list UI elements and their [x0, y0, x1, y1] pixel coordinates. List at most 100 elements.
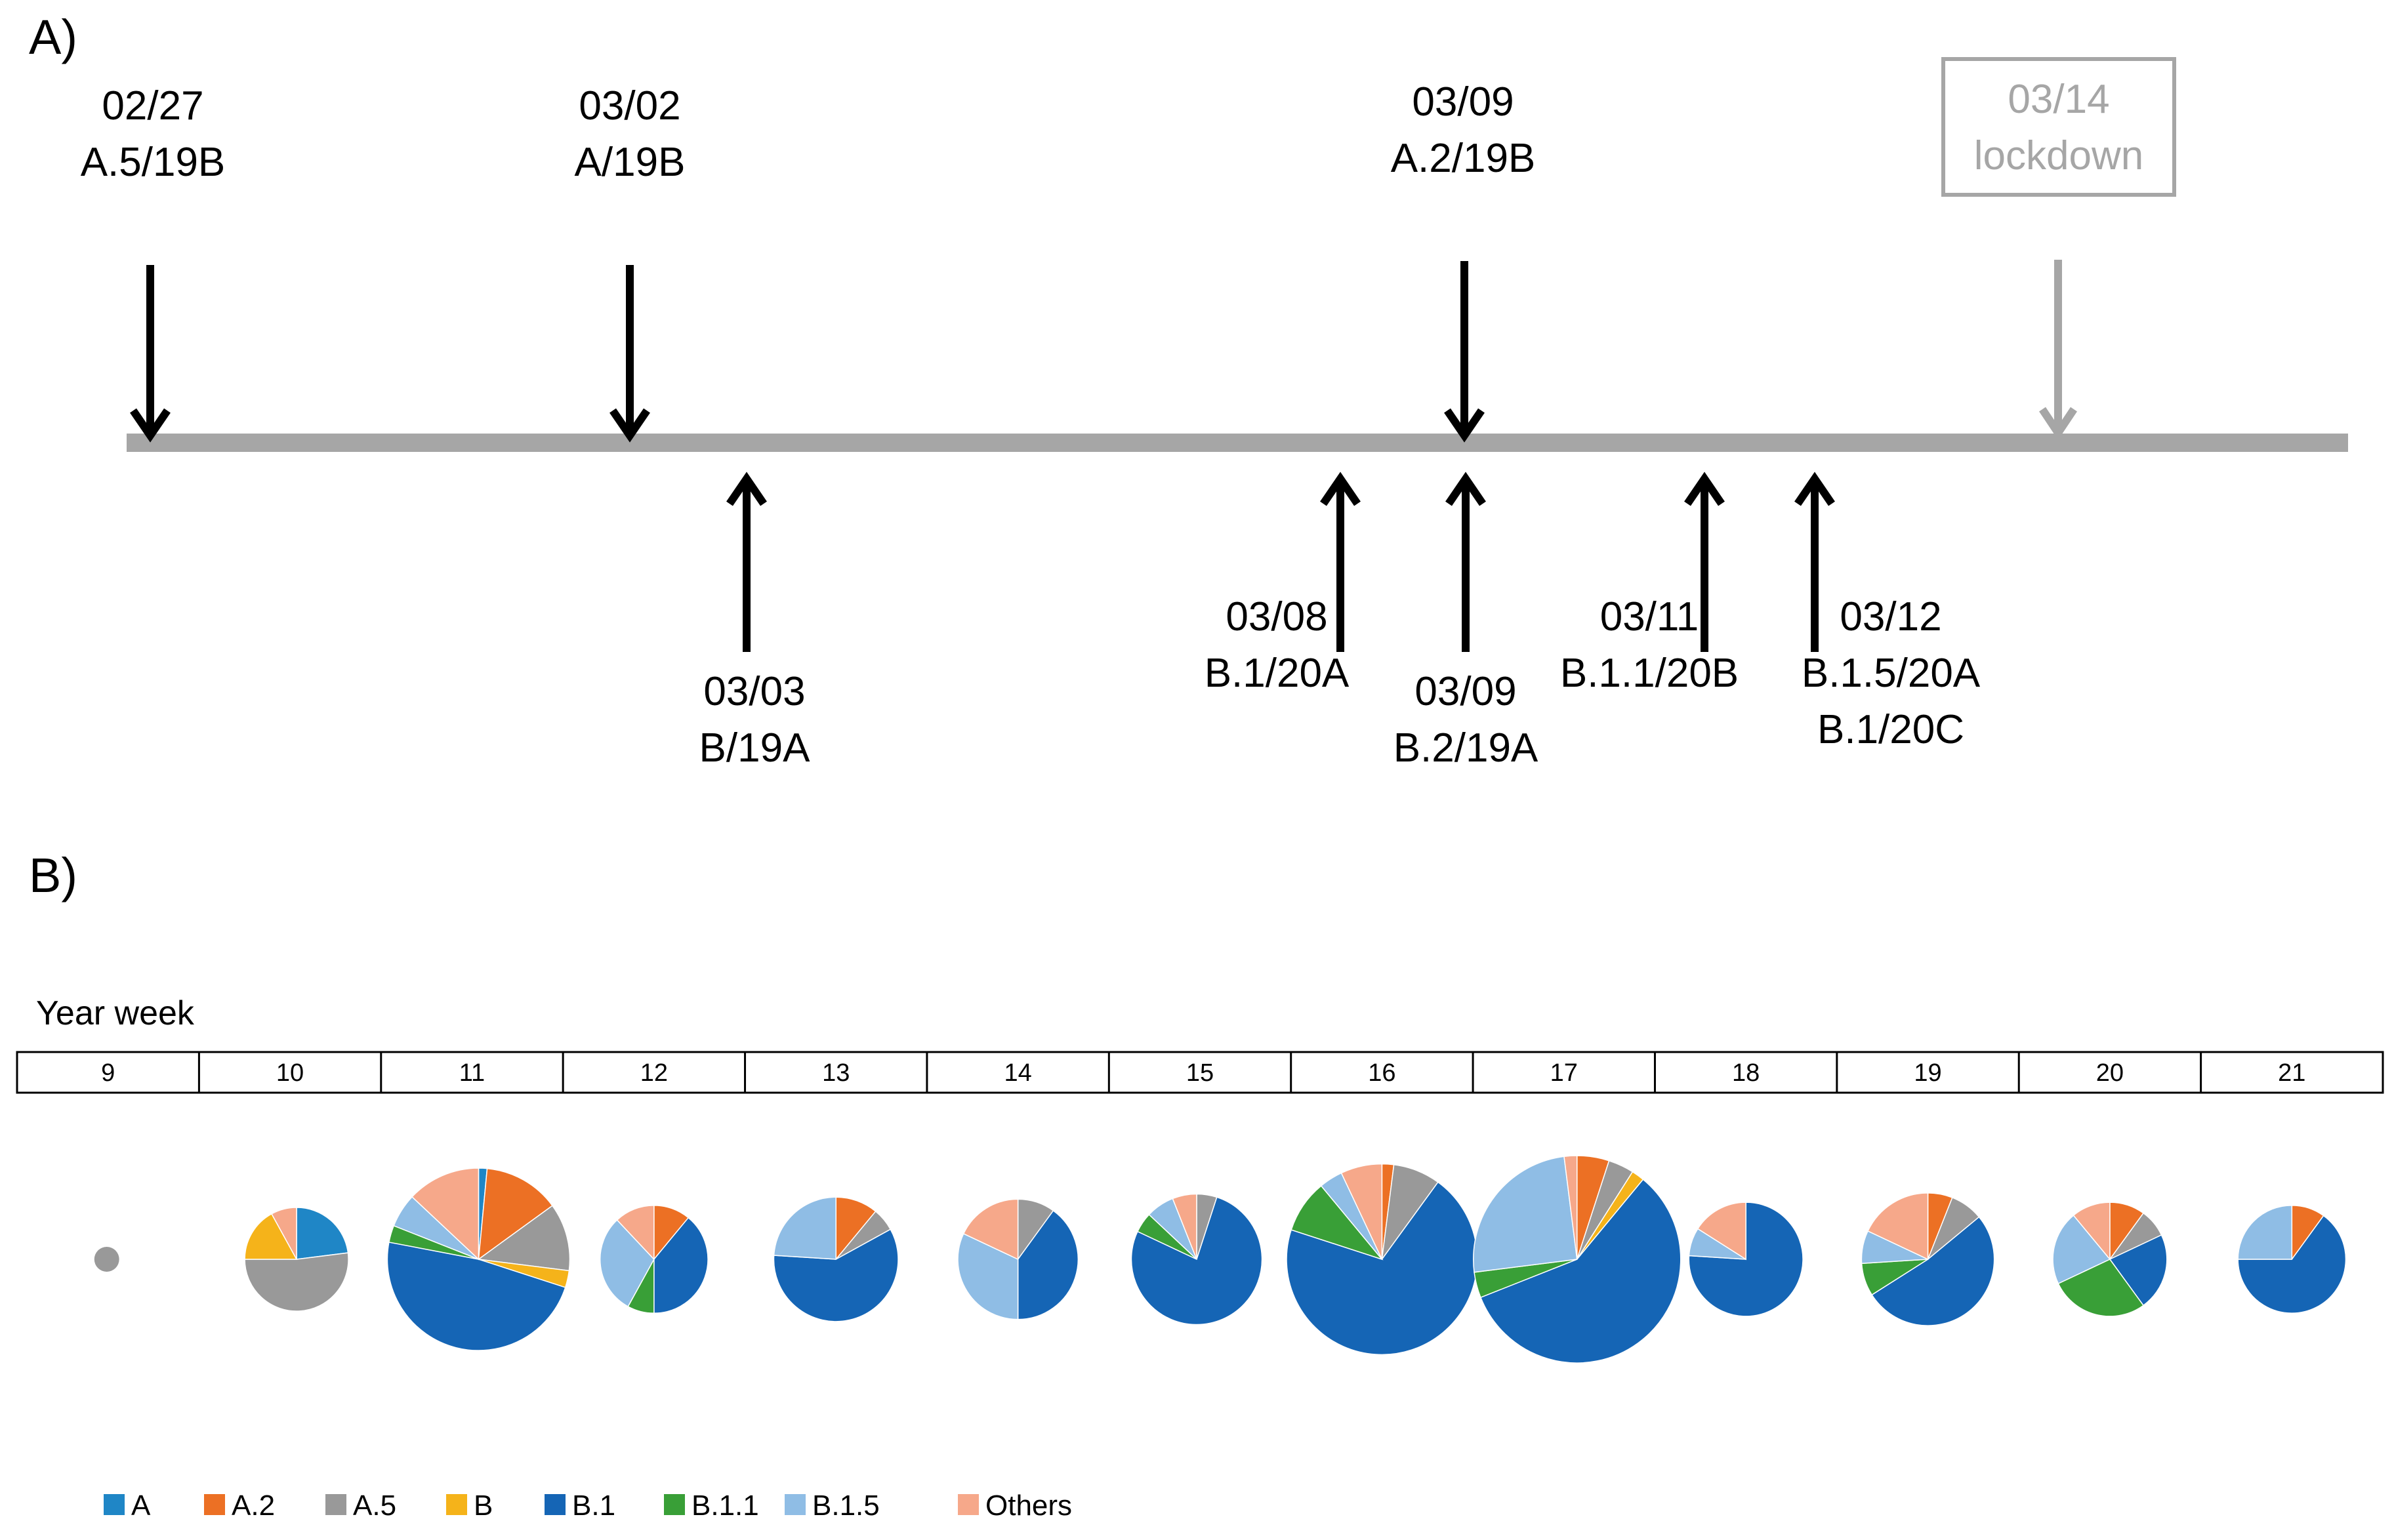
panel-a-label: A) [29, 10, 77, 64]
legend-label: A.2 [232, 1489, 275, 1522]
event-lineage-2: B.1/20C [1817, 707, 1964, 752]
week-label-13: 13 [822, 1059, 850, 1087]
pie-slice-Others [270, 1207, 297, 1260]
legend-label: A [131, 1489, 151, 1522]
pie-slice-B.1 [1479, 1179, 1682, 1364]
event-0308: 03/08 B.1/20A [1205, 472, 1361, 696]
pie-slice-A.5 [94, 1247, 119, 1272]
pie-slice-B.1.1 [1290, 1185, 1384, 1261]
pie-week-12 [599, 1205, 709, 1314]
event-0227: 02/27 A.5/19B [81, 83, 226, 443]
pie-slice-A.2 [835, 1196, 877, 1261]
up-arrow-icon [1320, 472, 1361, 652]
pie-slice-Others [1697, 1202, 1746, 1261]
event-0311: 03/11 B.1.1/20B [1560, 472, 1739, 696]
week-label-9: 9 [101, 1059, 115, 1087]
pie-slice-B.1.1 [2057, 1259, 2145, 1317]
year-week-title: Year week [36, 994, 195, 1032]
event-0309-a2: 03/09 A.2/19B [1391, 79, 1536, 443]
event-0303: 03/03 B/19A [699, 472, 811, 771]
legend: A A.2 A.5 B B.1 B.1.1 B.1.5 Others [104, 1489, 1072, 1522]
event-lineage: B.1.5/20A [1802, 651, 1981, 696]
week-label-17: 17 [1550, 1059, 1578, 1087]
pie-slice-Others [1563, 1155, 1578, 1260]
pie-week-19 [1861, 1192, 1995, 1326]
week-label-21: 21 [2278, 1059, 2305, 1087]
pie-slice-B.1 [1017, 1209, 1079, 1320]
event-date: 03/09 [1414, 669, 1516, 714]
legend-label: Others [985, 1489, 1072, 1522]
legend-item-A.2: A.2 [204, 1489, 275, 1522]
week-label-18: 18 [1732, 1059, 1760, 1087]
pie-slice-B.1.5 [957, 1232, 1019, 1320]
panel-b-label: B) [29, 848, 77, 902]
down-arrow-icon [609, 265, 650, 443]
legend-label: B.1 [572, 1489, 615, 1522]
pie-slice-B.1.5 [2052, 1214, 2111, 1284]
legend-label: B.1.5 [812, 1489, 880, 1522]
pie-slice-B.1.5 [1473, 1156, 1578, 1273]
pie-slice-B.1.5 [773, 1196, 836, 1260]
pie-slice-A.5 [477, 1205, 571, 1272]
down-arrow-icon [130, 265, 171, 443]
pie-week-15 [1130, 1193, 1263, 1326]
up-arrow-icon [1794, 472, 1835, 652]
event-0309-b2: 03/09 B.2/19A [1393, 472, 1538, 771]
event-date: 03/08 [1226, 594, 1327, 639]
event-lineage: A.2/19B [1391, 136, 1536, 181]
week-label-14: 14 [1004, 1059, 1031, 1087]
pie-slice-B.1.5 [599, 1219, 655, 1308]
pie-slice-B.1 [1130, 1196, 1263, 1326]
pie-slice-Others [616, 1205, 655, 1261]
legend-item-B.1.1: B.1.1 [664, 1489, 759, 1522]
week-label-15: 15 [1186, 1059, 1214, 1087]
week-label-10: 10 [276, 1059, 304, 1087]
pie-slice-Others [1340, 1163, 1383, 1260]
pie-charts [94, 1155, 2347, 1364]
pie-week-16 [1286, 1163, 1478, 1356]
timeline-bar [127, 434, 2348, 452]
pie-slice-A [296, 1207, 349, 1260]
pie-slice-Others [2073, 1202, 2111, 1261]
legend-swatch [104, 1494, 125, 1515]
pie-slice-B [244, 1213, 298, 1260]
week-label-19: 19 [1914, 1059, 1941, 1087]
pie-week-20 [2052, 1202, 2168, 1317]
lockdown-box [1941, 57, 2176, 197]
lockdown-event: 03/14 lockdown [1941, 57, 2176, 440]
event-date: 02/27 [102, 83, 203, 129]
legend-item-B.1.5: B.1.5 [785, 1489, 880, 1522]
pie-week-17 [1473, 1155, 1682, 1364]
legend-item-B.1: B.1 [545, 1489, 615, 1522]
legend-swatch [664, 1494, 685, 1515]
event-0312: 03/12 B.1.5/20A B.1/20C [1794, 472, 1981, 752]
pie-slice-Others [1867, 1192, 1929, 1261]
up-arrow-icon [1445, 472, 1486, 652]
week-axis-row: 9 10 11 12 13 14 15 16 17 18 19 20 21 [16, 1051, 2384, 1094]
lockdown-label: lockdown [1974, 133, 2143, 178]
up-arrow-icon [1684, 472, 1725, 652]
event-date: 03/12 [1840, 594, 1941, 639]
lockdown-date: 03/14 [2008, 77, 2109, 122]
pie-slice-Others [1172, 1193, 1197, 1260]
pie-slice-B.1 [773, 1228, 899, 1322]
event-lineage: B.1/20A [1205, 651, 1350, 696]
pie-slice-B.1.5 [2237, 1205, 2293, 1260]
legend-item-A.5: A.5 [325, 1489, 396, 1522]
pie-week-14 [957, 1198, 1079, 1320]
event-lineage: B/19A [699, 725, 811, 771]
pie-slice-B.1 [1871, 1216, 1995, 1326]
event-lineage: A.5/19B [81, 140, 226, 185]
event-lineage: A/19B [575, 140, 686, 185]
week-label-16: 16 [1368, 1059, 1395, 1087]
pie-week-10 [244, 1207, 349, 1312]
legend-label: A.5 [353, 1489, 396, 1522]
event-lineage: B.2/19A [1393, 725, 1538, 771]
pie-week-18 [1688, 1202, 1804, 1317]
legend-label: B [474, 1489, 493, 1522]
legend-item-Others: Others [958, 1489, 1072, 1522]
pie-week-21 [2237, 1205, 2347, 1314]
up-arrow-icon [726, 472, 767, 652]
week-label-12: 12 [640, 1059, 668, 1087]
pie-week-13 [773, 1196, 899, 1322]
